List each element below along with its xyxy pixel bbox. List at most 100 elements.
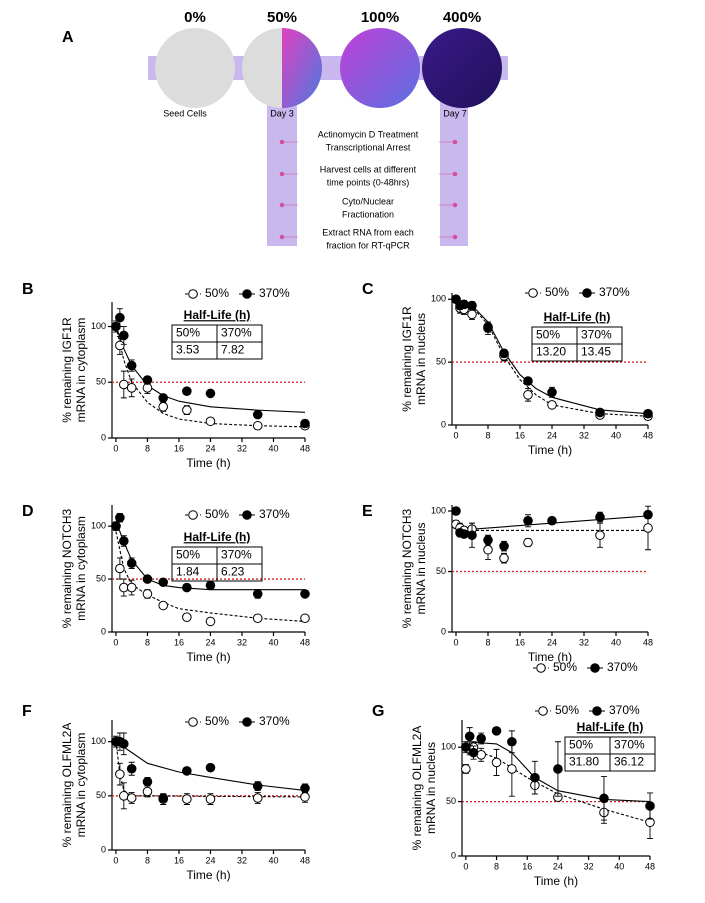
point [119,379,129,390]
table-header: 370% [581,328,612,342]
panel-a: A 0% 50% 100% 400% Seed Cells Day 3 Day … [62,9,508,250]
step: Cyto/Nuclear [342,196,394,206]
point [205,416,216,427]
legend-label: 370% [609,703,640,717]
point [499,348,509,359]
point [115,340,125,351]
x-tick-label: 0 [113,443,118,453]
y-axis-title: mRNA in nucleus [424,742,438,834]
x-tick-label: 16 [522,861,532,871]
x-tick-label: 8 [494,861,499,871]
point [467,309,477,320]
table-value: 31.80 [569,755,599,769]
table-value: 1.84 [176,565,200,579]
legend-label: 50% [553,660,577,674]
step: time points (0-48hrs) [327,177,410,187]
panel-letter: E [362,503,373,520]
point [547,387,557,398]
x-tick-label: 48 [643,430,653,440]
point [142,375,153,385]
point [553,764,563,774]
point [451,506,461,516]
chart: B 0 50 100 0 8 16 24 32 40 48 Time (h) % remaining I… [22,281,310,470]
legend-marker [242,289,252,299]
x-tick-label: 48 [643,637,653,647]
point [126,383,137,393]
legend-marker [590,663,600,673]
point [182,405,192,415]
y-tick-label: 50 [446,796,456,806]
panel-letter: A [62,29,74,46]
cell-circle [282,28,322,108]
x-axis-title: Time (h) [186,868,230,882]
table-value: 6.23 [221,565,245,579]
point [142,776,153,787]
point [205,580,216,591]
point [499,553,509,564]
point [182,612,192,622]
legend-marker [582,288,592,298]
table-header: 370% [614,738,645,752]
y-tick-label: 50 [436,357,446,367]
y-axis-title: mRNA in nucleus [414,522,428,614]
x-tick-label: 32 [237,855,247,865]
legend-marker [536,663,546,673]
y-tick-label: 0 [441,626,446,636]
fit-line [115,326,306,428]
table-header: 50% [176,548,200,562]
point [461,764,471,774]
cell-circle [422,28,502,108]
step: Fractionation [342,209,394,219]
y-axis-title: mRNA in cytoplasm [74,516,88,621]
x-tick-label: 8 [145,855,150,865]
x-axis-title: Time (h) [186,650,230,664]
point [158,600,169,611]
legend-label: 50% [205,714,229,728]
table-header: 50% [536,328,560,342]
y-tick-label: 0 [101,432,106,442]
x-tick-label: 0 [113,855,118,865]
point [464,731,475,742]
point [252,589,263,599]
x-tick-label: 8 [485,430,490,440]
table-header: 370% [221,548,252,562]
x-tick-label: 40 [611,637,621,647]
x-tick-label: 24 [553,861,563,871]
legend-marker [188,510,198,520]
x-axis-title: Time (h) [186,456,230,470]
x-tick-label: 0 [453,637,458,647]
step: Actinomycin D Treatment [318,129,419,139]
point [483,535,493,545]
x-tick-label: 32 [579,637,589,647]
table-title: Half-Life (h) [184,530,251,544]
x-tick-label: 32 [579,430,589,440]
point [643,509,653,520]
point [182,794,192,804]
point [119,791,129,801]
table-value: 7.82 [221,343,245,357]
x-tick-label: 24 [205,855,215,865]
chart: F 0 50 100 0 8 16 24 32 40 48 Time (h) % remaining O… [22,703,310,882]
point [126,582,137,593]
cell-circle [340,28,420,108]
y-axis-title: % remaining IGF1R [60,317,74,423]
point [115,512,125,523]
x-tick-label: 16 [174,637,184,647]
x-tick-label: 24 [547,637,557,647]
step: Transcriptional Arrest [326,142,411,152]
table-value: 36.12 [614,755,644,769]
point [182,582,192,593]
y-axis-title: mRNA in nucleus [414,313,428,405]
legend-label: 370% [259,507,290,521]
panel-letter: D [22,503,34,520]
point [252,613,263,624]
x-tick-label: 40 [614,861,624,871]
x-axis-title: Time (h) [528,650,572,664]
y-tick-label: 100 [431,505,446,515]
x-tick-label: 40 [268,637,278,647]
caption: Day 3 [270,108,294,118]
point [119,330,129,341]
point [530,772,540,783]
point [158,577,169,588]
